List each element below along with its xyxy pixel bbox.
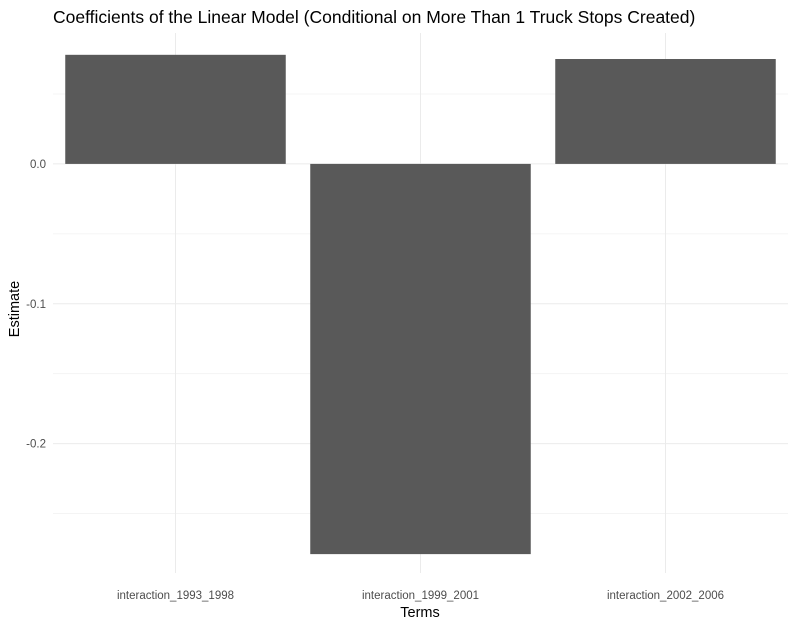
y-tick-label: -0.1 — [26, 299, 46, 311]
y-tick-labels: 0.0 -0.1 -0.2 — [26, 159, 46, 451]
y-axis-title: Estimate — [7, 281, 23, 337]
x-axis-title: Terms — [400, 605, 439, 621]
bar-interaction_1993_1998 — [65, 54, 286, 164]
y-tick-label: -0.2 — [26, 439, 46, 451]
bars — [65, 54, 776, 555]
x-tick-label: interaction_1999_2001 — [362, 590, 479, 602]
x-tick-labels: interaction_1993_1998 interaction_1999_20… — [117, 590, 724, 602]
bar-interaction_1999_2001 — [310, 163, 531, 555]
x-tick-label: interaction_2002_2006 — [607, 590, 724, 602]
y-tick-label: 0.0 — [30, 159, 46, 171]
x-tick-label: interaction_1993_1998 — [117, 590, 234, 602]
chart-title: Coefficients of the Linear Model (Condit… — [53, 7, 695, 27]
bar-interaction_2002_2006 — [555, 59, 776, 164]
